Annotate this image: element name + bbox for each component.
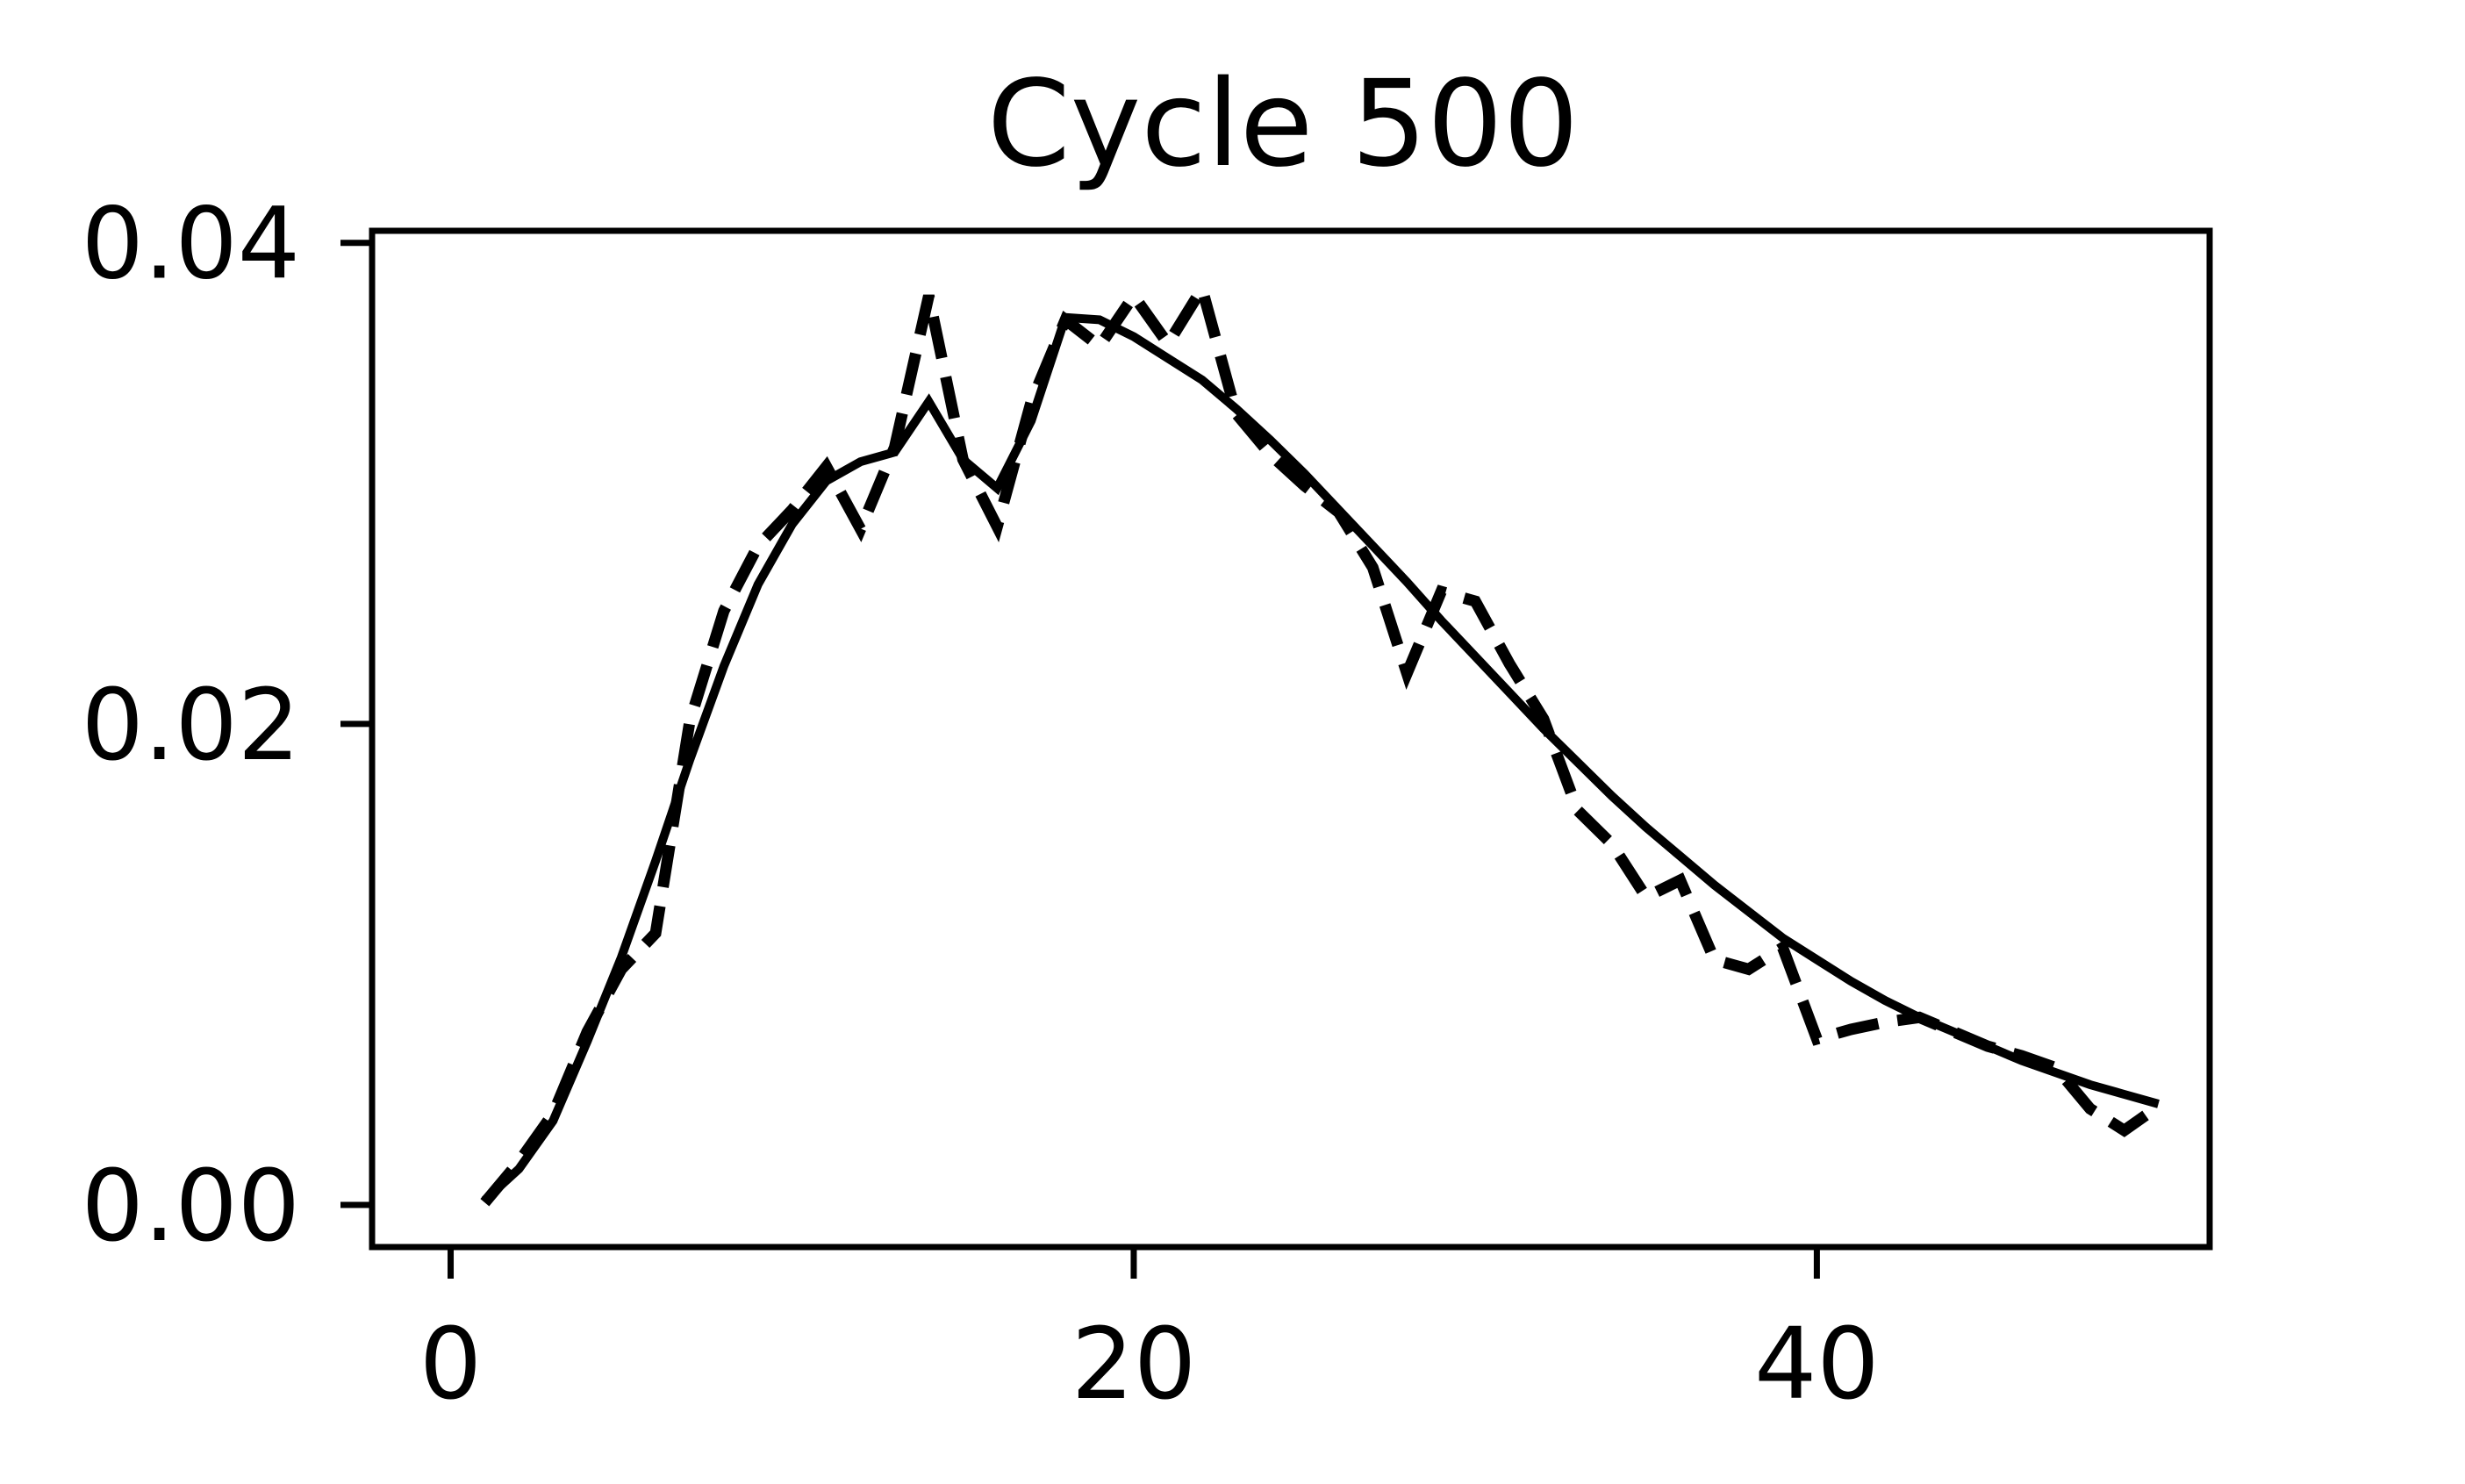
series-line-dashed (480, 274, 2162, 1207)
y-tick-label: 0.02 (82, 669, 300, 783)
series-layer (480, 274, 2162, 1207)
x-tick-label: 40 (1754, 1308, 1880, 1422)
y-tick-label: 0.00 (82, 1150, 300, 1264)
x-tick-label: 0 (419, 1308, 482, 1422)
series-line-solid (482, 312, 2160, 1204)
ticks-layer: 0 20 40 0.00 0.02 0.04 (82, 188, 1880, 1422)
x-tick-label: 20 (1071, 1308, 1197, 1422)
axes-frame (369, 227, 2213, 1251)
chart-title: Cycle 500 (987, 55, 1580, 194)
y-tick-label: 0.04 (82, 188, 300, 302)
